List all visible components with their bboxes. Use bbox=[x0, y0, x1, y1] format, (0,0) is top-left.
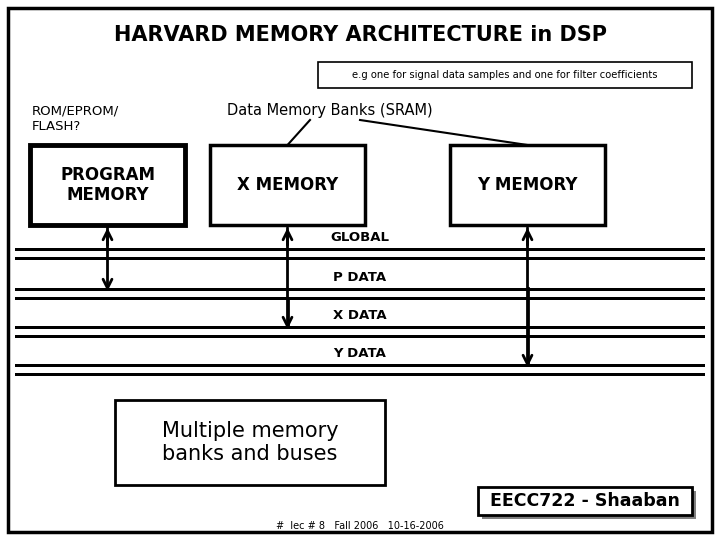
Text: P DATA: P DATA bbox=[333, 271, 387, 284]
Bar bbox=[15, 326, 705, 338]
Bar bbox=[15, 251, 705, 256]
Text: Y DATA: Y DATA bbox=[333, 347, 387, 360]
Text: Multiple memory
banks and buses: Multiple memory banks and buses bbox=[162, 421, 338, 464]
Text: X MEMORY: X MEMORY bbox=[237, 176, 338, 194]
Bar bbox=[15, 248, 705, 260]
Bar bbox=[478, 487, 692, 515]
Bar bbox=[30, 145, 185, 225]
Bar bbox=[210, 145, 365, 225]
Text: #  lec # 8   Fall 2006   10-16-2006: # lec # 8 Fall 2006 10-16-2006 bbox=[276, 521, 444, 531]
Text: PROGRAM
MEMORY: PROGRAM MEMORY bbox=[60, 166, 155, 205]
Bar bbox=[115, 400, 385, 485]
Text: e.g one for signal data samples and one for filter coefficients: e.g one for signal data samples and one … bbox=[352, 70, 658, 80]
Bar bbox=[15, 367, 705, 373]
Bar bbox=[15, 329, 705, 335]
Bar bbox=[15, 364, 705, 376]
Bar bbox=[15, 292, 705, 296]
Bar bbox=[318, 62, 692, 88]
Text: GLOBAL: GLOBAL bbox=[330, 231, 390, 244]
Text: ROM/EPROM/
FLASH?: ROM/EPROM/ FLASH? bbox=[32, 105, 120, 133]
Text: Data Memory Banks (SRAM): Data Memory Banks (SRAM) bbox=[228, 103, 433, 118]
Bar bbox=[482, 491, 696, 519]
Text: Y MEMORY: Y MEMORY bbox=[477, 176, 577, 194]
Text: HARVARD MEMORY ARCHITECTURE in DSP: HARVARD MEMORY ARCHITECTURE in DSP bbox=[114, 25, 606, 45]
Text: X DATA: X DATA bbox=[333, 309, 387, 322]
Bar bbox=[15, 288, 705, 300]
Bar bbox=[450, 145, 605, 225]
Text: EECC722 - Shaaban: EECC722 - Shaaban bbox=[490, 492, 680, 510]
